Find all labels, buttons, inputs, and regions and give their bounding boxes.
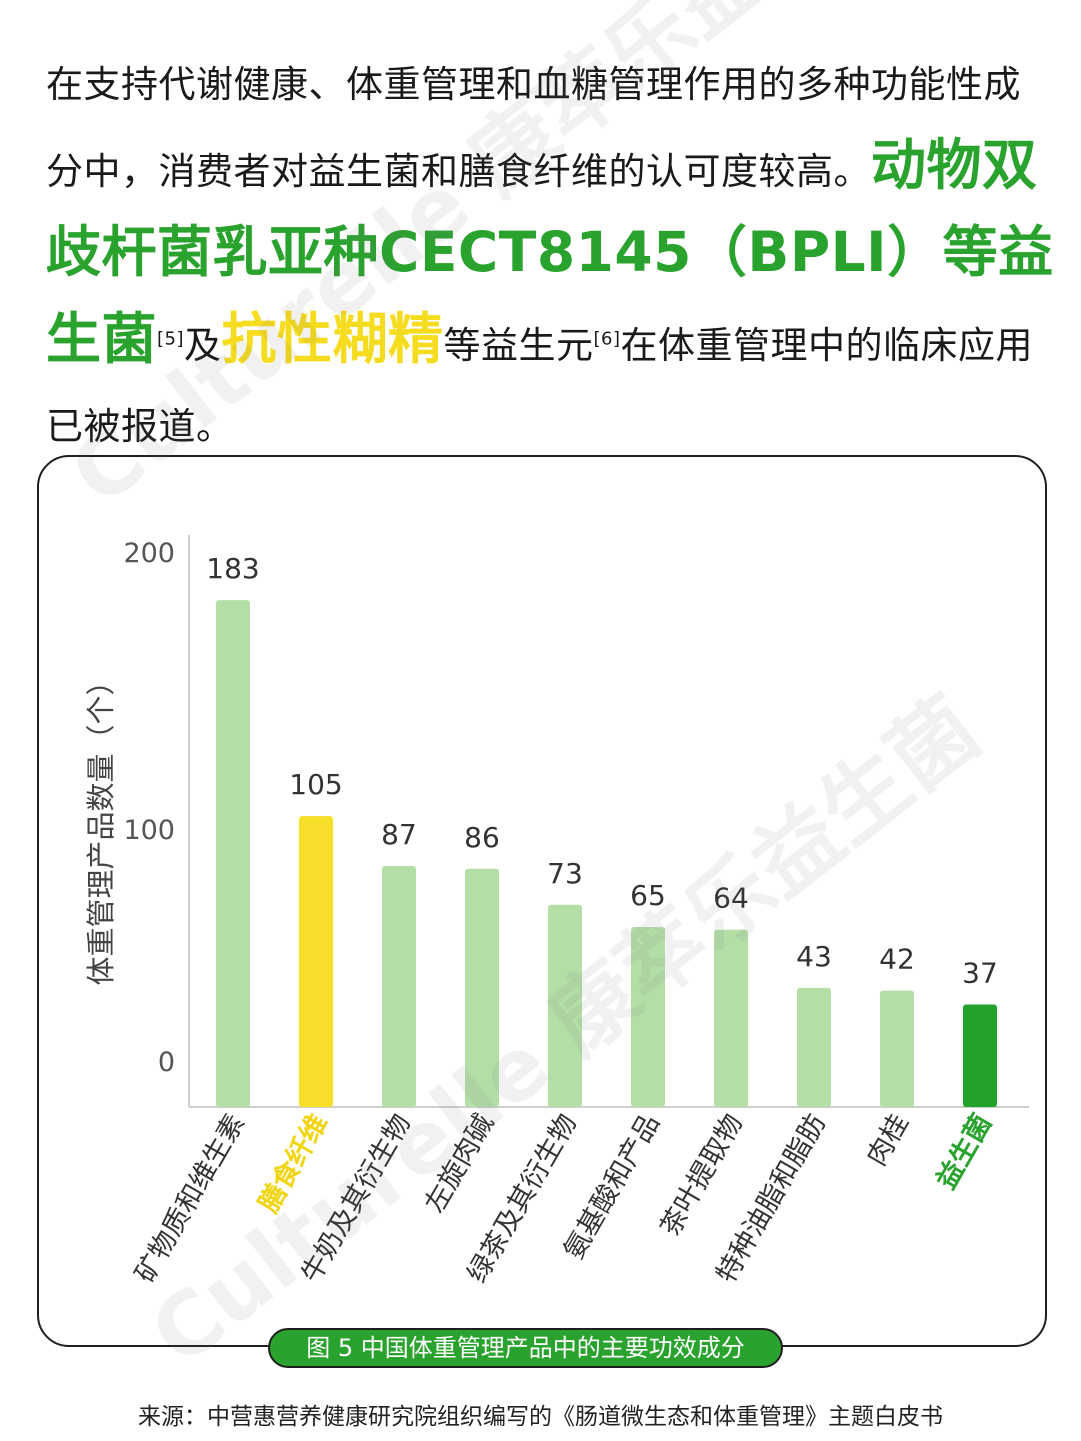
bar-chart: 200 100 0 体重管理产品数量（个） 183 105 87 86 73 65 64 43 42 3… (84, 535, 1029, 1289)
bar (216, 600, 250, 1107)
figure-caption: 图 5 中国体重管理产品中的主要功效成分 (268, 1328, 783, 1368)
y-tick-label: 0 (158, 1047, 175, 1078)
highlight-probiotic: 动物双歧杆菌乳亚种CECT8145（BPLI）等益生菌 (46, 133, 1054, 371)
bar (880, 990, 914, 1107)
citation-6: [6] (593, 328, 621, 350)
bar (714, 929, 748, 1107)
category-label: 矿物质和维生素 (130, 1109, 251, 1288)
citation-5: [5] (157, 328, 185, 350)
category-label: 膳食纤维 (252, 1109, 334, 1219)
chart-bars (216, 600, 997, 1107)
category-label: 益生菌 (931, 1109, 998, 1195)
bar-value-label: 43 (796, 940, 832, 973)
bar (963, 1004, 997, 1107)
bar-value-label: 37 (962, 957, 998, 990)
source-note: 来源：中营惠营养健康研究院组织编写的《肠道微生态和体重管理》主题白皮书 (138, 1404, 943, 1430)
category-label: 茶叶提取物 (655, 1109, 749, 1241)
highlight-resistant-dextrin: 抗性糊精 (221, 307, 444, 371)
bar-value-label: 105 (289, 768, 342, 801)
intro-text-1: 在支持代谢健康、体重管理和血糖管理作用的多种功能性成分中，消费者对益生菌和膳食纤… (46, 63, 1021, 193)
bar (465, 868, 499, 1107)
bar (631, 926, 665, 1107)
y-tick-label: 200 (123, 538, 175, 569)
category-label: 左旋肉碱 (419, 1109, 500, 1218)
bar-value-label: 183 (206, 552, 259, 585)
intro-text-4: 在体重管理中的临床应用已被报道。 (46, 324, 1034, 448)
category-label: 肉桂 (861, 1109, 915, 1171)
intro-text-2: 及 (184, 324, 222, 367)
bar-value-label: 73 (547, 857, 583, 890)
bar (797, 987, 831, 1107)
chart-value-labels: 183 105 87 86 73 65 64 43 42 37 (206, 552, 998, 989)
bar (548, 904, 582, 1107)
bar (382, 866, 416, 1107)
y-axis-title: 体重管理产品数量（个） (84, 666, 118, 985)
bar-value-label: 42 (879, 943, 915, 976)
y-tick-label: 100 (123, 815, 175, 846)
bar-value-label: 86 (464, 821, 500, 854)
bar (299, 816, 333, 1107)
bar-value-label: 64 (713, 882, 749, 915)
chart-card: 200 100 0 体重管理产品数量（个） 183 105 87 86 73 65 64 43 42 3… (37, 455, 1047, 1347)
bar-value-label: 65 (630, 879, 666, 912)
intro-text-3: 等益生元 (443, 324, 594, 367)
intro-paragraph: 在支持代谢健康、体重管理和血糖管理作用的多种功能性成分中，消费者对益生菌和膳食纤… (46, 44, 1056, 467)
bar-value-label: 87 (381, 818, 417, 851)
